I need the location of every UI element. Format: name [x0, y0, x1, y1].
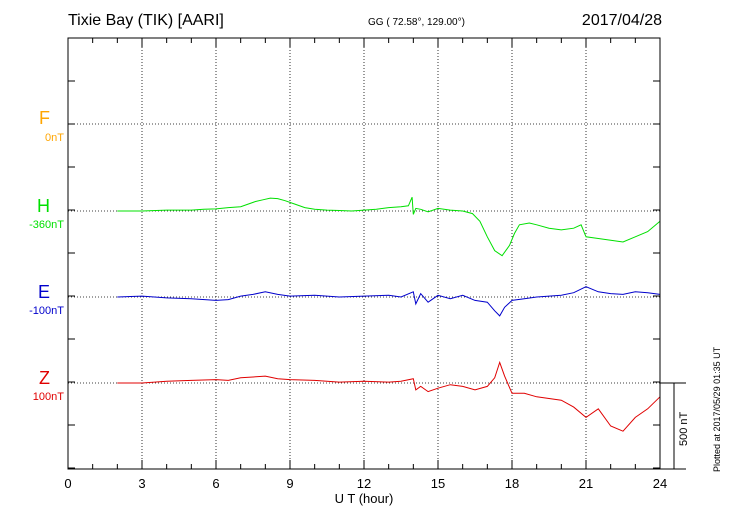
scale-bar — [660, 382, 686, 470]
component-label-z: Z — [39, 368, 50, 388]
grid-lines — [68, 38, 660, 469]
series-lines — [117, 197, 661, 432]
x-tick-label: 15 — [431, 476, 445, 491]
component-label-h: H — [37, 196, 50, 216]
component-offset-h: -360nT — [29, 219, 64, 231]
scale-bar-label: 500 nT — [678, 411, 690, 446]
x-tick-labels: 0 3 6 9 12 15 18 21 24 — [64, 476, 667, 491]
component-offset-z: 100nT — [32, 391, 64, 403]
axis-ticks — [67, 38, 661, 469]
component-label-e: E — [37, 282, 50, 302]
plot-frame — [67, 37, 661, 470]
component-offset-f: 0nT — [45, 132, 64, 144]
x-tick-label: 0 — [64, 476, 71, 491]
x-tick-label: 18 — [505, 476, 519, 491]
series-line-z — [117, 360, 661, 432]
series-line-e — [117, 286, 661, 317]
series-line-h — [117, 197, 661, 257]
x-tick-label: 6 — [212, 476, 219, 491]
x-axis-label: U T (hour) — [335, 491, 394, 506]
component-offset-e: -100nT — [29, 305, 64, 317]
x-tick-label: 24 — [653, 476, 667, 491]
x-tick-label: 3 — [138, 476, 145, 491]
plotted-timestamp: Plotted at 2017/05/29 01:35 UT — [712, 346, 722, 472]
date-label: 2017/04/28 — [581, 12, 662, 29]
station-title: Tixie Bay (TIK) [AARI] — [68, 12, 224, 29]
station-coordinates: GG ( 72.58°, 129.00°) — [368, 17, 465, 28]
x-tick-label: 9 — [286, 476, 293, 491]
x-tick-label: 21 — [579, 476, 593, 491]
x-tick-label: 12 — [357, 476, 371, 491]
component-label-f: F — [39, 108, 50, 128]
